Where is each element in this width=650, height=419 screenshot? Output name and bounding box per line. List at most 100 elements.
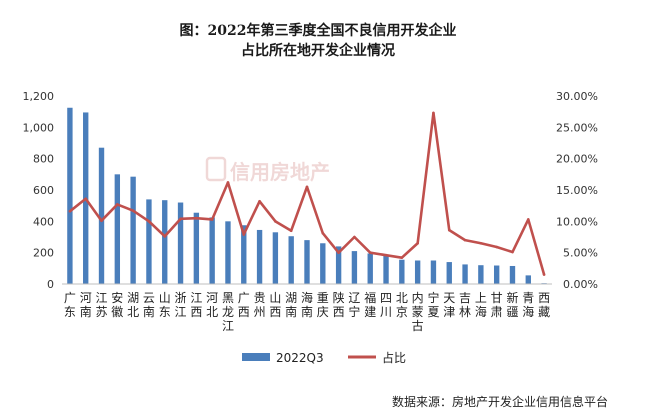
share-point-0 — [68, 210, 72, 213]
category-label-16: 重庆 — [317, 291, 329, 319]
chart-title-line-1: 图：2022年第三季度全国不良信用开发企业 — [180, 22, 457, 39]
right-tick-2: 10.00% — [556, 215, 598, 228]
left-tick-2: 400 — [33, 215, 54, 228]
share-point-18 — [353, 235, 356, 239]
left-tick-5: 1,000 — [23, 121, 55, 134]
category-label-9: 河北 — [206, 291, 218, 319]
bar-12 — [256, 229, 263, 284]
category-label-0: 广东 — [64, 291, 76, 319]
share-point-29 — [526, 218, 530, 221]
plot-area — [67, 107, 547, 284]
bar-15 — [304, 240, 310, 284]
bar-17 — [335, 246, 342, 284]
right-tick-0: 0.00% — [563, 278, 598, 291]
category-label-14: 湖南 — [285, 290, 297, 319]
bar-2 — [98, 147, 105, 284]
share-point-14 — [289, 229, 293, 233]
category-label-20: 四川 — [380, 291, 392, 319]
category-label-2: 江苏 — [96, 291, 108, 319]
share-point-15 — [305, 185, 309, 189]
share-point-6 — [163, 235, 167, 238]
share-point-30 — [542, 273, 546, 276]
share-point-4 — [131, 209, 135, 212]
category-label-15: 海南 — [301, 290, 313, 319]
share-point-25 — [463, 238, 467, 242]
share-point-9 — [210, 218, 214, 221]
share-point-23 — [432, 111, 435, 115]
share-point-5 — [147, 220, 151, 223]
category-label-24: 天津 — [443, 291, 455, 319]
bar-14 — [288, 236, 294, 284]
share-point-10 — [226, 181, 230, 184]
share-point-19 — [368, 251, 372, 254]
category-label-28: 新疆 — [506, 290, 518, 319]
category-label-18: 辽宁 — [348, 291, 360, 319]
bar-5 — [146, 199, 152, 284]
bar-16 — [320, 243, 326, 284]
source-note: 数据来源：房地产开发企业信用信息平台 — [392, 394, 608, 409]
share-point-20 — [384, 253, 388, 257]
share-point-22 — [416, 241, 419, 245]
share-point-3 — [116, 203, 119, 206]
category-label-5: 云南 — [143, 291, 155, 319]
share-point-24 — [447, 228, 451, 232]
share-point-27 — [495, 245, 498, 249]
bar-4 — [130, 176, 136, 284]
category-label-26: 上海 — [475, 291, 487, 319]
bar-23 — [430, 260, 437, 284]
bar-6 — [162, 200, 168, 284]
share-point-1 — [84, 197, 88, 201]
bar-21 — [399, 259, 405, 284]
category-label-19: 福建 — [364, 290, 376, 319]
share-point-13 — [274, 220, 277, 223]
bar-11 — [241, 225, 247, 284]
left-tick-3: 600 — [33, 184, 54, 197]
category-label-6: 山东 — [159, 291, 171, 319]
legend-label-bar: 2022Q3 — [276, 351, 324, 365]
bar-27 — [493, 265, 500, 284]
share-point-17 — [337, 251, 340, 254]
watermark-text: 信用房地产 — [230, 160, 330, 184]
share-point-12 — [258, 199, 261, 203]
right-tick-3: 15.00% — [556, 184, 598, 197]
share-point-8 — [195, 216, 198, 220]
bar-13 — [272, 232, 279, 284]
bar-19 — [367, 253, 373, 284]
legend-label-line: 占比 — [382, 350, 406, 365]
chart-title-line-2: 占比所在地开发企业情况 — [241, 42, 395, 59]
left-axis-ticks: 0 200 400 600 800 1,000 1,200 — [23, 90, 55, 291]
bar-7 — [177, 202, 184, 284]
bar-10 — [225, 221, 231, 284]
watermark: 信用房地产 — [205, 156, 330, 184]
share-point-7 — [179, 217, 182, 221]
right-tick-5: 25.00% — [556, 121, 598, 134]
bar-22 — [414, 260, 421, 284]
category-label-12: 贵州 — [254, 291, 266, 319]
right-axis-ticks: 0.00% 5.00% 10.00% 15.00% 20.00% 25.00% 30.00% — [556, 90, 598, 291]
category-label-25: 吉林 — [459, 291, 471, 319]
share-point-16 — [321, 231, 325, 235]
right-tick-1: 5.00% — [563, 247, 598, 260]
share-point-2 — [100, 219, 103, 223]
bar-3 — [114, 174, 121, 284]
share-point-28 — [511, 250, 514, 254]
left-tick-0: 0 — [47, 278, 54, 291]
category-label-11: 广西 — [238, 291, 250, 319]
category-label-22: 内蒙古 — [412, 291, 424, 333]
bar-8 — [193, 212, 200, 284]
bar-24 — [446, 262, 452, 284]
category-label-4: 湖北 — [127, 290, 139, 319]
share-point-26 — [479, 241, 483, 245]
left-tick-1: 200 — [33, 247, 54, 260]
left-tick-4: 800 — [33, 153, 54, 166]
share-point-11 — [242, 233, 246, 236]
category-label-29: 青海 — [522, 291, 534, 319]
bar-0 — [67, 107, 73, 284]
share-point-21 — [400, 256, 404, 259]
bar-28 — [509, 265, 516, 284]
bar-29 — [525, 275, 531, 284]
category-label-10: 黑龙江 — [222, 291, 234, 333]
category-label-27: 甘肃 — [491, 291, 503, 319]
category-label-23: 宁夏 — [427, 290, 439, 319]
